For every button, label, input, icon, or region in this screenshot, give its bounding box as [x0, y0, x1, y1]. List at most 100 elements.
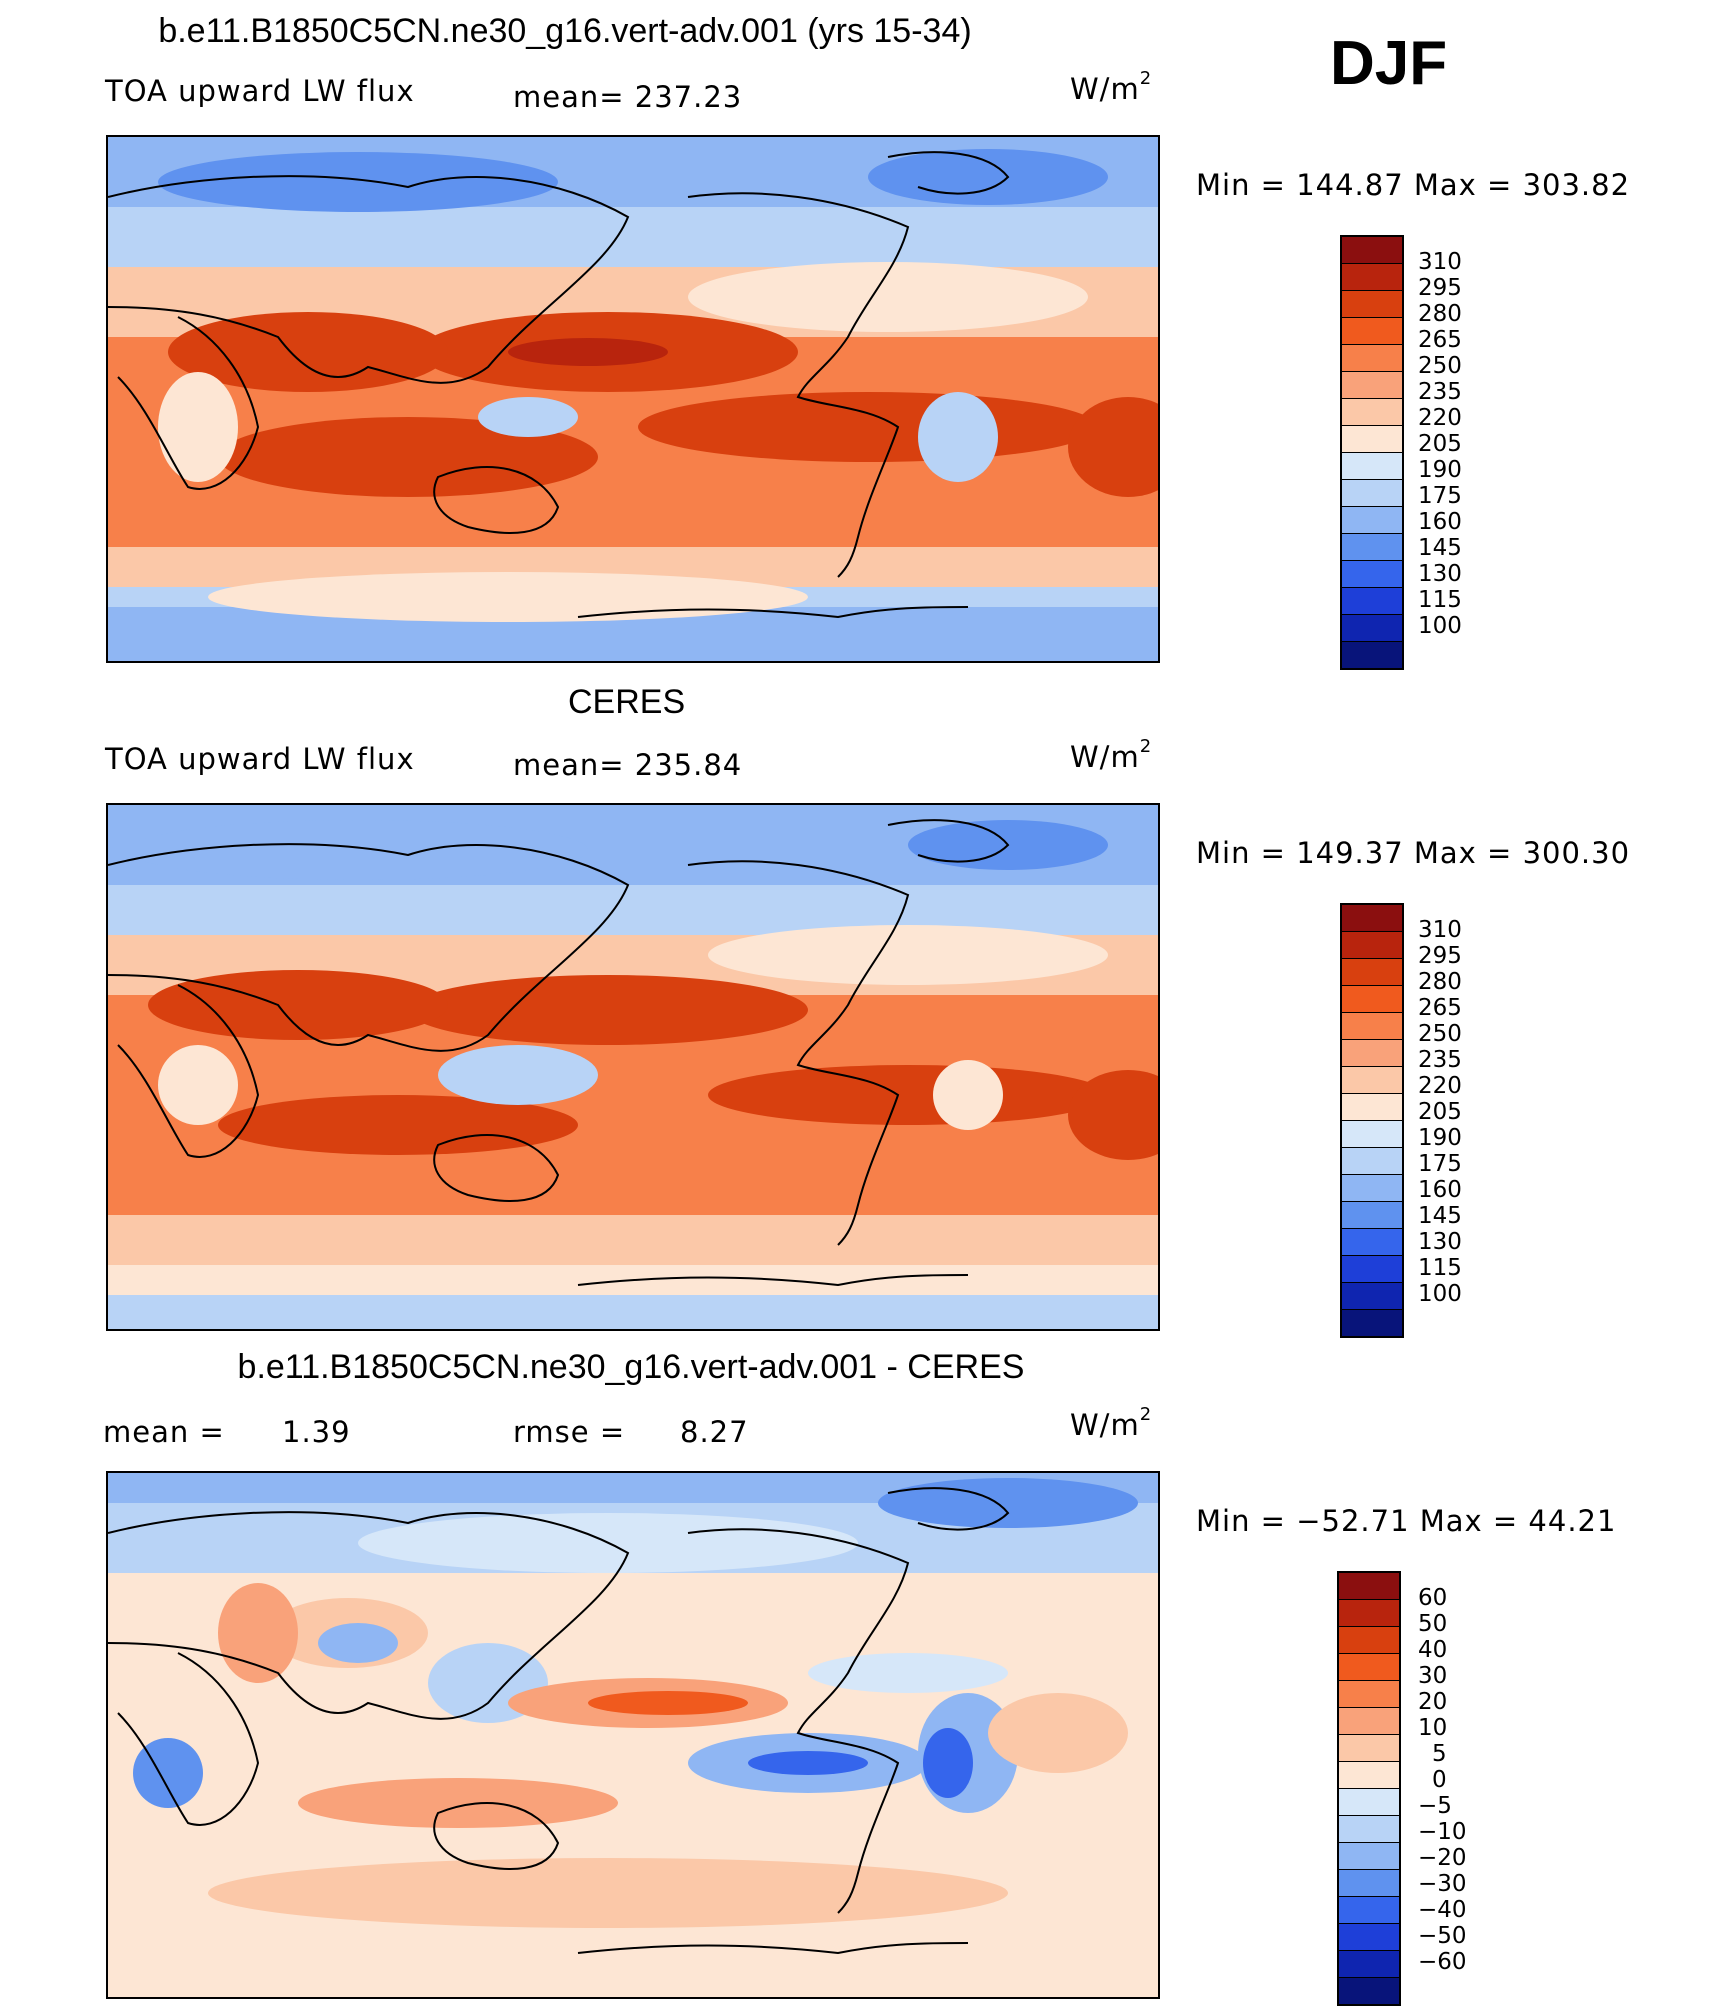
- panel1-cb-label: 220: [1418, 405, 1462, 431]
- panel2-cb-swatch: [1342, 1310, 1402, 1336]
- panel2-cb-label: 265: [1418, 995, 1462, 1021]
- panel2-field-label: TOA upward LW flux: [105, 742, 415, 776]
- panel1-units-exp: 2: [1139, 68, 1153, 89]
- panel2-cb-label: 220: [1418, 1073, 1462, 1099]
- panel3-cb-swatch: [1339, 1789, 1399, 1816]
- panel2-units-exp: 2: [1139, 736, 1153, 757]
- panel1-cb-swatch: [1342, 642, 1402, 668]
- panel1-cb-label: 160: [1418, 509, 1462, 535]
- panel3-units: W/m2: [1070, 1404, 1152, 1442]
- panel3-cb-label: 40: [1418, 1637, 1448, 1663]
- panel3-map: [106, 1471, 1160, 1999]
- panel2-map-svg: [108, 805, 1158, 1329]
- panel1-cb-swatch: [1342, 534, 1402, 561]
- panel1-map: [106, 135, 1160, 663]
- panel3-field: [108, 1473, 1158, 1997]
- panel2-cb-swatch: [1342, 986, 1402, 1013]
- panel3-cb-label: 0: [1432, 1767, 1447, 1793]
- panel1-field: [108, 137, 1158, 661]
- panel1-cb-swatch: [1342, 588, 1402, 615]
- panel1-minmax: Min = 144.87 Max = 303.82: [1196, 168, 1631, 202]
- panel2-cb-label: 175: [1418, 1151, 1462, 1177]
- panel1-cb-swatch: [1342, 264, 1402, 291]
- panel1-cb-label: 100: [1418, 613, 1462, 639]
- panel3-units-exp: 2: [1139, 1404, 1153, 1425]
- panel2-cb-swatch: [1342, 1175, 1402, 1202]
- panel3-cb-label: 10: [1418, 1715, 1448, 1741]
- panel1-units: W/m2: [1070, 68, 1152, 106]
- panel1-cb-label: 235: [1418, 379, 1462, 405]
- panel2-cb-swatch: [1342, 1283, 1402, 1310]
- panel2-field: [108, 805, 1158, 1329]
- panel3-cb-label: 60: [1418, 1585, 1448, 1611]
- panel2-cb-label: 115: [1418, 1255, 1462, 1281]
- panel3-cb-label: 30: [1418, 1663, 1448, 1689]
- panel3-units-base: W/m: [1070, 1408, 1140, 1442]
- panel1-cb-swatch: [1342, 507, 1402, 534]
- panel2-cb-swatch: [1342, 905, 1402, 932]
- panel1-cb-label: 145: [1418, 535, 1462, 561]
- panel1-cb-label: 295: [1418, 275, 1462, 301]
- panel1-cb-swatch: [1342, 237, 1402, 264]
- panel2-minmax: Min = 149.37 Max = 300.30: [1196, 836, 1631, 870]
- panel3-cb-label: −5: [1418, 1793, 1452, 1819]
- panel3-cb-swatch: [1339, 1870, 1399, 1897]
- panel1-cb-swatch: [1342, 372, 1402, 399]
- panel3-mean-label: mean =: [103, 1415, 225, 1449]
- panel1-map-svg: [108, 137, 1158, 661]
- panel3-minmax: Min = −52.71 Max = 44.21: [1196, 1504, 1617, 1538]
- panel1-cb-swatch: [1342, 399, 1402, 426]
- panel1-field-label: TOA upward LW flux: [105, 74, 415, 108]
- panel2-cb-swatch: [1342, 959, 1402, 986]
- panel3-cb-label: 20: [1418, 1689, 1448, 1715]
- panel2-cb-swatch: [1342, 1256, 1402, 1283]
- panel3-cb-swatch: [1339, 1951, 1399, 1978]
- panel3-cb-label: −30: [1418, 1871, 1467, 1897]
- panel3-cb-swatch: [1339, 1843, 1399, 1870]
- panel2-cb-label: 130: [1418, 1229, 1462, 1255]
- panel1-colorbar: [1340, 235, 1404, 670]
- panel2-cb-label: 235: [1418, 1047, 1462, 1073]
- panel3-cb-label: −40: [1418, 1897, 1467, 1923]
- panel2-cb-swatch: [1342, 1067, 1402, 1094]
- panel1-cb-label: 310: [1418, 249, 1462, 275]
- panel3-rmse-value: 8.27: [680, 1415, 749, 1449]
- panel3-rmse-label: rmse =: [513, 1415, 626, 1449]
- panel2-cb-label: 100: [1418, 1281, 1462, 1307]
- panel2-cb-swatch: [1342, 1202, 1402, 1229]
- panel2-colorbar: [1340, 903, 1404, 1338]
- panel2-cb-swatch: [1342, 1013, 1402, 1040]
- panel3-title: b.e11.B1850C5CN.ne30_g16.vert-adv.001 - …: [237, 1348, 1025, 1386]
- panel1-title: b.e11.B1850C5CN.ne30_g16.vert-adv.001 (y…: [158, 12, 972, 50]
- panel3-cb-label: 50: [1418, 1611, 1448, 1637]
- panel3-cb-swatch: [1339, 1897, 1399, 1924]
- panel2-map: [106, 803, 1160, 1331]
- panel3-cb-label: −20: [1418, 1845, 1467, 1871]
- panel1-cb-swatch: [1342, 426, 1402, 453]
- panel3-cb-label: −60: [1418, 1949, 1467, 1975]
- panel3-cb-swatch: [1339, 1627, 1399, 1654]
- panel1-cb-swatch: [1342, 615, 1402, 642]
- panel3-mean-value: 1.39: [282, 1415, 351, 1449]
- panel2-cb-label: 205: [1418, 1099, 1462, 1125]
- panel1-units-base: W/m: [1070, 72, 1140, 106]
- panel2-mean: mean= 235.84: [513, 748, 743, 782]
- panel2-cb-swatch: [1342, 1094, 1402, 1121]
- panel1-cb-label: 250: [1418, 353, 1462, 379]
- panel1-cb-label: 130: [1418, 561, 1462, 587]
- panel3-cb-label: 5: [1432, 1741, 1447, 1767]
- panel2-cb-label: 250: [1418, 1021, 1462, 1047]
- season-label: DJF: [1330, 29, 1448, 98]
- panel3-cb-swatch: [1339, 1762, 1399, 1789]
- panel3-cb-swatch: [1339, 1654, 1399, 1681]
- panel3-cb-swatch: [1339, 1816, 1399, 1843]
- panel2-cb-label: 310: [1418, 917, 1462, 943]
- panel1-cb-label: 265: [1418, 327, 1462, 353]
- panel1-cb-label: 190: [1418, 457, 1462, 483]
- panel3-cb-swatch: [1339, 1708, 1399, 1735]
- panel1-cb-swatch: [1342, 345, 1402, 372]
- panel3-cb-swatch: [1339, 1573, 1399, 1600]
- panel1-cb-swatch: [1342, 318, 1402, 345]
- panel3-map-svg: [108, 1473, 1158, 1997]
- panel1-mean: mean= 237.23: [513, 80, 743, 114]
